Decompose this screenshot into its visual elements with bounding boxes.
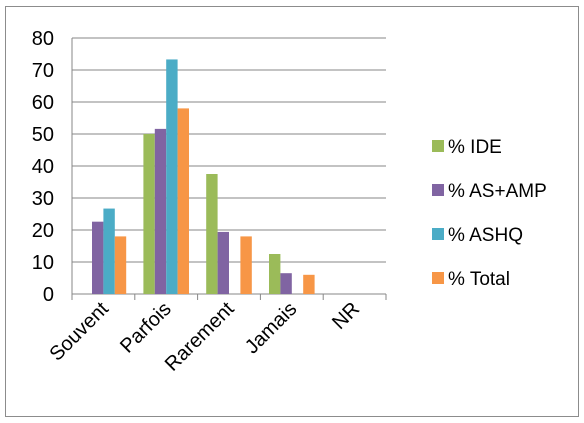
bar-souvent-1 — [92, 221, 104, 294]
legend-label: % IDE — [448, 137, 502, 158]
bar-parfois-1 — [154, 128, 167, 294]
legend-swatch — [432, 228, 444, 240]
y-tick-label: 0 — [43, 284, 54, 306]
bar-souvent-3 — [114, 236, 127, 294]
bar-parfois-0 — [143, 134, 155, 294]
legend-label: % ASHQ — [448, 225, 523, 246]
bar-rarement-1 — [217, 231, 229, 294]
bar-jamais-3 — [303, 274, 315, 294]
y-tick-label: 40 — [32, 156, 54, 178]
legend-swatch — [432, 184, 444, 196]
y-tick-label: 50 — [32, 124, 54, 146]
y-tick-label: 70 — [32, 60, 54, 82]
bar-souvent-2 — [103, 208, 115, 294]
bar-rarement-3 — [240, 236, 252, 294]
bar-jamais-0 — [269, 254, 281, 294]
legend-swatch — [432, 272, 444, 284]
y-tick-label: 30 — [32, 188, 54, 210]
x-tick-label: Souvent — [45, 298, 113, 366]
bar-parfois-3 — [177, 108, 189, 295]
y-tick-label: 80 — [32, 28, 54, 50]
bar-rarement-0 — [206, 174, 218, 294]
y-tick-label: 10 — [32, 252, 54, 274]
x-tick-label: Parfois — [116, 298, 176, 358]
bar-jamais-1 — [280, 273, 292, 294]
legend-label: % AS+AMP — [448, 181, 547, 202]
legend-label: % Total — [448, 269, 510, 290]
x-tick-label: Rarement — [161, 298, 239, 376]
x-tick-label: Jamais — [241, 298, 301, 358]
legend-swatch — [432, 140, 444, 152]
bar-parfois-2 — [166, 59, 178, 294]
y-tick-label: 60 — [32, 92, 54, 114]
x-tick-label: NR — [328, 298, 364, 334]
y-tick-label: 20 — [32, 220, 54, 242]
chart-frame — [5, 6, 579, 417]
